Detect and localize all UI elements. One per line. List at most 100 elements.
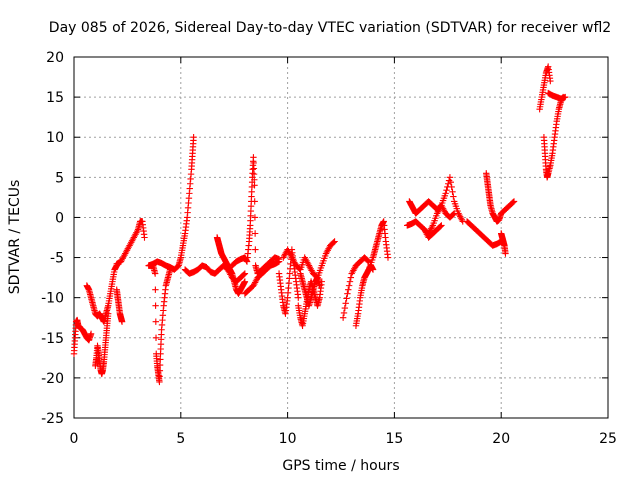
data-point: [251, 214, 259, 221]
data-point: [344, 290, 351, 297]
y-tick-label: 0: [55, 210, 64, 226]
data-point: [250, 159, 257, 167]
data-point: [446, 174, 454, 181]
data-series: [540, 93, 567, 181]
data-series: [536, 63, 554, 113]
data-point: [157, 356, 164, 363]
data-point: [346, 278, 354, 285]
data-point: [340, 309, 348, 317]
data-point: [343, 295, 350, 302]
data-point: [240, 271, 248, 278]
data-point: [156, 378, 163, 386]
data-series: [280, 238, 338, 281]
x-tick-label: 25: [599, 431, 617, 447]
data-point: [451, 210, 458, 217]
data-series: [181, 262, 249, 285]
data-point: [450, 193, 457, 200]
data-point: [502, 250, 509, 257]
data-point: [347, 274, 355, 281]
data-series: [544, 89, 569, 102]
y-tick-label: 10: [46, 130, 64, 146]
y-tick-label: -15: [41, 331, 64, 347]
y-axis: -25 -20 -15 -10 -5 0 5 10 15 20: [41, 50, 608, 427]
data-series: [463, 218, 505, 249]
data-point: [156, 373, 163, 380]
data-point: [442, 190, 449, 197]
data-point: [141, 234, 148, 241]
y-tick-label: 5: [55, 170, 64, 186]
y-tick-label: -25: [41, 411, 64, 427]
data-point: [152, 302, 159, 309]
data-point: [241, 270, 249, 277]
x-tick-label: 20: [492, 431, 510, 447]
data-series: [113, 218, 148, 268]
data-point: [341, 304, 349, 312]
data-point: [345, 286, 352, 293]
data-series: [241, 258, 283, 297]
data-point: [252, 246, 259, 253]
data-point: [448, 183, 455, 191]
data-series: [83, 262, 120, 325]
x-tick-label: 0: [70, 431, 79, 447]
chart-title: Day 085 of 2026, Sidereal Day-to-day VTE…: [49, 20, 611, 36]
data-point: [316, 282, 323, 289]
y-tick-label: 20: [46, 50, 64, 66]
x-tick-label: 15: [385, 431, 403, 447]
data-point: [251, 176, 258, 183]
data-point: [250, 165, 258, 172]
data-series: [92, 310, 112, 378]
data-point: [438, 222, 445, 229]
y-tick-label: -10: [41, 291, 64, 307]
data-series: [275, 246, 302, 317]
data-points: [70, 63, 569, 386]
data-point: [510, 198, 518, 205]
data-series: [483, 170, 518, 225]
data-point: [251, 198, 258, 205]
data-point: [190, 134, 197, 141]
data-series: [421, 222, 445, 241]
data-point: [152, 286, 159, 293]
y-axis-label: SDTVAR / TECUs: [7, 180, 23, 295]
data-point: [339, 314, 347, 321]
data-point: [443, 186, 450, 194]
data-point: [547, 77, 554, 85]
data-point: [251, 230, 259, 237]
data-series: [145, 134, 197, 273]
data-series: [70, 316, 95, 358]
plot-frame: [73, 56, 609, 419]
data-point: [250, 170, 258, 178]
data-point: [156, 361, 164, 369]
grid: [74, 57, 608, 418]
data-series: [404, 174, 466, 237]
x-tick-label: 5: [176, 431, 185, 447]
data-series: [498, 230, 509, 257]
data-point: [447, 178, 454, 186]
data-point: [87, 330, 95, 337]
data-series: [352, 262, 377, 329]
data-point: [156, 367, 164, 374]
data-series: [297, 270, 323, 309]
data-point: [342, 300, 349, 307]
data-point: [384, 254, 392, 261]
data-series: [113, 286, 126, 325]
data-series: [406, 198, 458, 221]
data-series: [145, 262, 174, 386]
data-point: [152, 318, 160, 325]
y-tick-label: -20: [41, 371, 64, 387]
data-point: [364, 257, 372, 264]
data-point: [450, 211, 457, 218]
x-tick-label: 10: [279, 431, 297, 447]
y-tick-label: 15: [46, 90, 64, 106]
y-tick-label: -5: [50, 251, 64, 267]
data-point: [241, 278, 249, 285]
data-point: [250, 154, 257, 161]
data-point: [449, 188, 456, 195]
data-point: [152, 334, 160, 341]
data-series: [213, 234, 249, 297]
data-point: [345, 282, 353, 289]
data-point: [251, 182, 258, 189]
data-point: [330, 239, 337, 246]
data-point: [295, 294, 302, 301]
x-axis: 0 5 10 15 20 25: [70, 57, 617, 447]
